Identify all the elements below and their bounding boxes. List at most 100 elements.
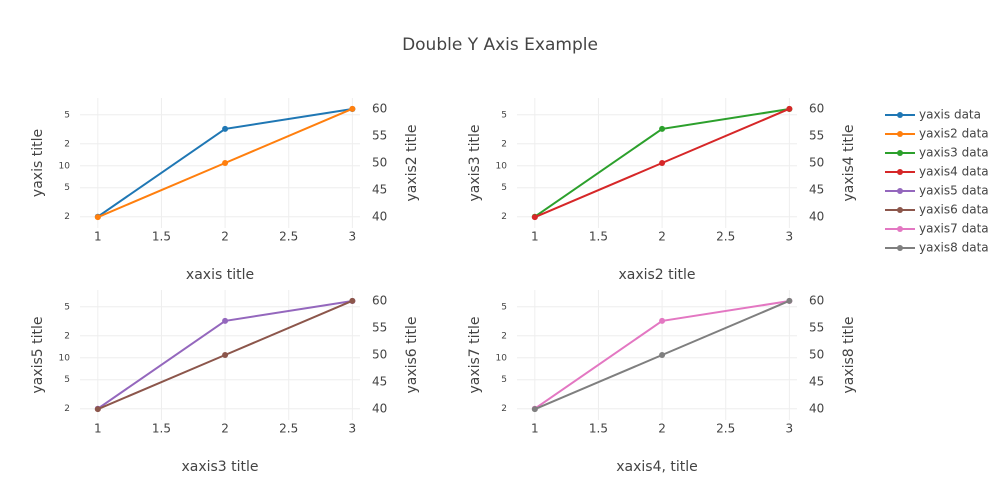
chart-title: Double Y Axis Example xyxy=(402,35,598,55)
y-axis-title: yaxis7 title xyxy=(467,316,483,393)
y-tick-label: 5 xyxy=(501,110,507,120)
x-tick-label: 2 xyxy=(658,422,666,436)
series-marker xyxy=(659,352,666,358)
series-marker xyxy=(786,105,793,112)
y2-tick-label: 60 xyxy=(372,101,387,115)
y-tick-label: 2 xyxy=(64,139,70,149)
x-axis-title: xaxis title xyxy=(186,267,254,283)
x-tick-label: 2 xyxy=(221,422,229,436)
x-tick-label: 3 xyxy=(349,422,357,436)
y2-tick-label: 60 xyxy=(809,293,824,307)
y-tick-label: 2 xyxy=(64,212,70,222)
legend-label: yaxis8 data xyxy=(919,241,989,255)
x-tick-label: 2.5 xyxy=(716,422,735,436)
legend-marker xyxy=(897,169,903,175)
legend-label: yaxis data xyxy=(919,108,981,122)
y2-tick-label: 40 xyxy=(372,402,387,416)
y-tick-label: 10 xyxy=(496,353,508,363)
y2-tick-label: 45 xyxy=(372,183,387,197)
y-tick-label: 2 xyxy=(501,139,507,149)
y-axis-title: yaxis3 title xyxy=(467,124,483,201)
y-tick-label: 2 xyxy=(501,331,507,341)
y2-tick-label: 55 xyxy=(809,320,824,334)
legend-marker xyxy=(897,226,903,232)
legend-marker xyxy=(897,112,903,118)
x-axis-title: xaxis4, title xyxy=(616,459,698,475)
x-tick-label: 1.5 xyxy=(152,230,171,244)
y2-tick-label: 50 xyxy=(372,156,387,170)
series-marker xyxy=(659,160,666,166)
y-tick-label: 2 xyxy=(501,212,507,222)
y2-tick-label: 45 xyxy=(372,375,387,389)
y2-tick-label: 50 xyxy=(809,156,824,170)
x-axis-title: xaxis3 title xyxy=(181,459,258,475)
y-tick-label: 2 xyxy=(64,404,70,414)
y-tick-label: 2 xyxy=(64,331,70,341)
y-axis-title: yaxis title xyxy=(30,129,46,197)
series-marker xyxy=(659,317,666,324)
x-tick-label: 3 xyxy=(349,230,357,244)
legend-label: yaxis2 data xyxy=(919,127,989,141)
y-tick-label: 2 xyxy=(501,404,507,414)
x-tick-label: 2 xyxy=(658,230,666,244)
x-tick-label: 1.5 xyxy=(152,422,171,436)
series-marker xyxy=(659,125,666,132)
y-tick-label: 5 xyxy=(64,375,70,385)
series-marker xyxy=(222,125,229,132)
legend-item: yaxis2 data xyxy=(885,127,989,141)
y2-tick-label: 60 xyxy=(372,293,387,307)
legend-marker xyxy=(897,245,903,251)
x-tick-label: 1 xyxy=(94,422,102,436)
x-tick-label: 1 xyxy=(531,422,539,436)
x-tick-label: 1.5 xyxy=(589,422,608,436)
y-tick-label: 10 xyxy=(59,161,71,171)
x-tick-label: 1 xyxy=(531,230,539,244)
y2-tick-label: 45 xyxy=(809,183,824,197)
legend-label: yaxis6 data xyxy=(919,203,989,217)
x-tick-label: 3 xyxy=(786,422,794,436)
legend-marker xyxy=(897,207,903,213)
y2-tick-label: 40 xyxy=(809,210,824,224)
y2-tick-label: 45 xyxy=(809,375,824,389)
y2-axis-title: yaxis8 title xyxy=(841,316,857,393)
legend-item: yaxis8 data xyxy=(885,241,989,255)
legend-marker xyxy=(897,188,903,194)
x-tick-label: 3 xyxy=(786,230,794,244)
y2-axis-title: yaxis2 title xyxy=(404,124,420,201)
y2-tick-label: 55 xyxy=(809,128,824,142)
y-tick-label: 5 xyxy=(501,183,507,193)
y-tick-label: 5 xyxy=(501,375,507,385)
legend-label: yaxis3 data xyxy=(919,146,989,160)
y2-tick-label: 40 xyxy=(809,402,824,416)
y2-tick-label: 50 xyxy=(372,348,387,362)
legend-marker xyxy=(897,150,903,156)
legend-item: yaxis5 data xyxy=(885,184,989,198)
y2-axis-title: yaxis6 title xyxy=(404,316,420,393)
legend-marker xyxy=(897,131,903,137)
x-tick-label: 2 xyxy=(221,230,229,244)
y-tick-label: 5 xyxy=(64,302,70,312)
x-tick-label: 2.5 xyxy=(716,230,735,244)
y-tick-label: 5 xyxy=(64,110,70,120)
legend-item: yaxis4 data xyxy=(885,165,989,179)
y-axis-title: yaxis5 title xyxy=(30,316,46,393)
y2-axis-title: yaxis4 title xyxy=(841,124,857,201)
series-marker xyxy=(222,352,229,358)
series-marker xyxy=(349,297,356,304)
series-marker xyxy=(94,406,101,413)
series-marker xyxy=(94,214,101,221)
x-tick-label: 2.5 xyxy=(279,230,298,244)
y-tick-label: 5 xyxy=(64,183,70,193)
y-tick-label: 5 xyxy=(501,302,507,312)
legend-item: yaxis3 data xyxy=(885,146,989,160)
series-marker xyxy=(531,406,538,413)
series-marker xyxy=(222,160,229,166)
y-tick-label: 10 xyxy=(496,161,508,171)
y2-tick-label: 55 xyxy=(372,128,387,142)
x-tick-label: 1 xyxy=(94,230,102,244)
legend-label: yaxis7 data xyxy=(919,222,989,236)
y-tick-label: 10 xyxy=(59,353,71,363)
x-axis-title: xaxis2 title xyxy=(618,267,695,283)
x-tick-label: 2.5 xyxy=(279,422,298,436)
